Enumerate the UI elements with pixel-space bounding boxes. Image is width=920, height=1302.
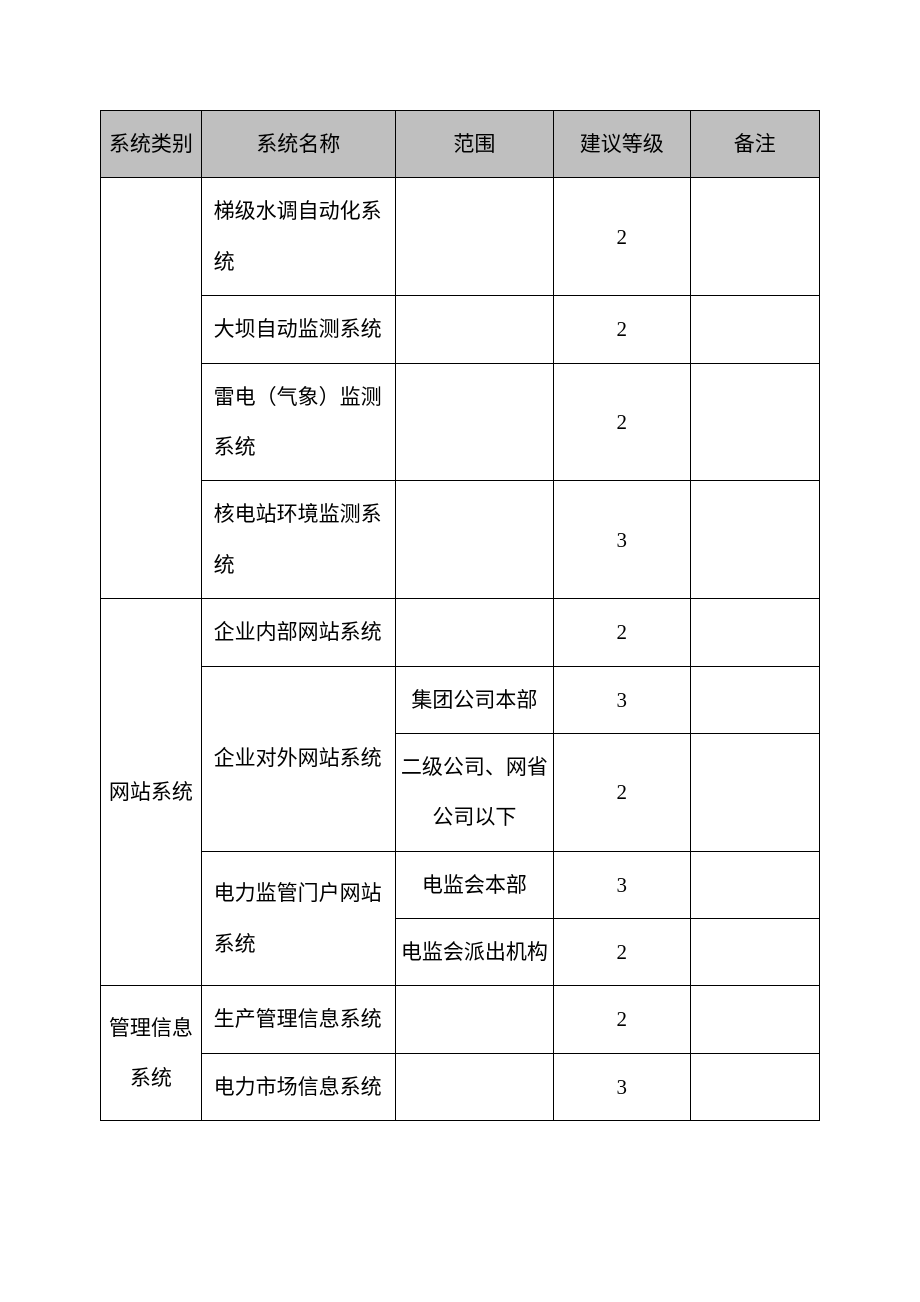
cell-level: 2	[553, 599, 690, 666]
cell-category	[101, 178, 202, 599]
header-name: 系统名称	[201, 111, 395, 178]
cell-name: 核电站环境监测系统	[201, 481, 395, 599]
cell-name: 企业内部网站系统	[201, 599, 395, 666]
cell-scope	[395, 599, 553, 666]
cell-level: 3	[553, 851, 690, 918]
table-row: 大坝自动监测系统 2	[101, 296, 820, 363]
cell-name: 生产管理信息系统	[201, 986, 395, 1053]
header-remark: 备注	[690, 111, 819, 178]
cell-level: 2	[553, 363, 690, 481]
cell-remark	[690, 919, 819, 986]
cell-name: 电力监管门户网站系统	[201, 851, 395, 986]
table-row: 网站系统 企业内部网站系统 2	[101, 599, 820, 666]
cell-scope: 二级公司、网省公司以下	[395, 733, 553, 851]
cell-name: 大坝自动监测系统	[201, 296, 395, 363]
cell-remark	[690, 666, 819, 733]
header-scope: 范围	[395, 111, 553, 178]
cell-remark	[690, 178, 819, 296]
cell-remark	[690, 851, 819, 918]
cell-remark	[690, 481, 819, 599]
cell-category: 网站系统	[101, 599, 202, 986]
header-category: 系统类别	[101, 111, 202, 178]
cell-level: 3	[553, 666, 690, 733]
table-header-row: 系统类别 系统名称 范围 建议等级 备注	[101, 111, 820, 178]
cell-level: 3	[553, 481, 690, 599]
cell-level: 2	[553, 919, 690, 986]
table-row: 雷电（气象）监测系统 2	[101, 363, 820, 481]
cell-category: 管理信息系统	[101, 986, 202, 1121]
table-row: 核电站环境监测系统 3	[101, 481, 820, 599]
cell-scope	[395, 1053, 553, 1120]
table-row: 企业对外网站系统 集团公司本部 3	[101, 666, 820, 733]
table-row: 梯级水调自动化系统 2	[101, 178, 820, 296]
cell-name: 电力市场信息系统	[201, 1053, 395, 1120]
cell-name: 雷电（气象）监测系统	[201, 363, 395, 481]
table-row: 电力监管门户网站系统 电监会本部 3	[101, 851, 820, 918]
cell-level: 2	[553, 733, 690, 851]
cell-remark	[690, 986, 819, 1053]
cell-scope	[395, 481, 553, 599]
systems-table: 系统类别 系统名称 范围 建议等级 备注 梯级水调自动化系统 2 大坝自动监测系…	[100, 110, 820, 1121]
cell-remark	[690, 599, 819, 666]
table-row: 管理信息系统 生产管理信息系统 2	[101, 986, 820, 1053]
cell-scope	[395, 986, 553, 1053]
cell-level: 2	[553, 296, 690, 363]
cell-remark	[690, 296, 819, 363]
cell-scope	[395, 363, 553, 481]
header-level: 建议等级	[553, 111, 690, 178]
cell-scope: 电监会派出机构	[395, 919, 553, 986]
cell-scope: 集团公司本部	[395, 666, 553, 733]
cell-scope: 电监会本部	[395, 851, 553, 918]
cell-level: 2	[553, 178, 690, 296]
cell-remark	[690, 1053, 819, 1120]
table-row: 电力市场信息系统 3	[101, 1053, 820, 1120]
cell-name: 梯级水调自动化系统	[201, 178, 395, 296]
cell-level: 3	[553, 1053, 690, 1120]
cell-remark	[690, 363, 819, 481]
cell-name: 企业对外网站系统	[201, 666, 395, 851]
cell-scope	[395, 296, 553, 363]
cell-level: 2	[553, 986, 690, 1053]
cell-remark	[690, 733, 819, 851]
cell-scope	[395, 178, 553, 296]
